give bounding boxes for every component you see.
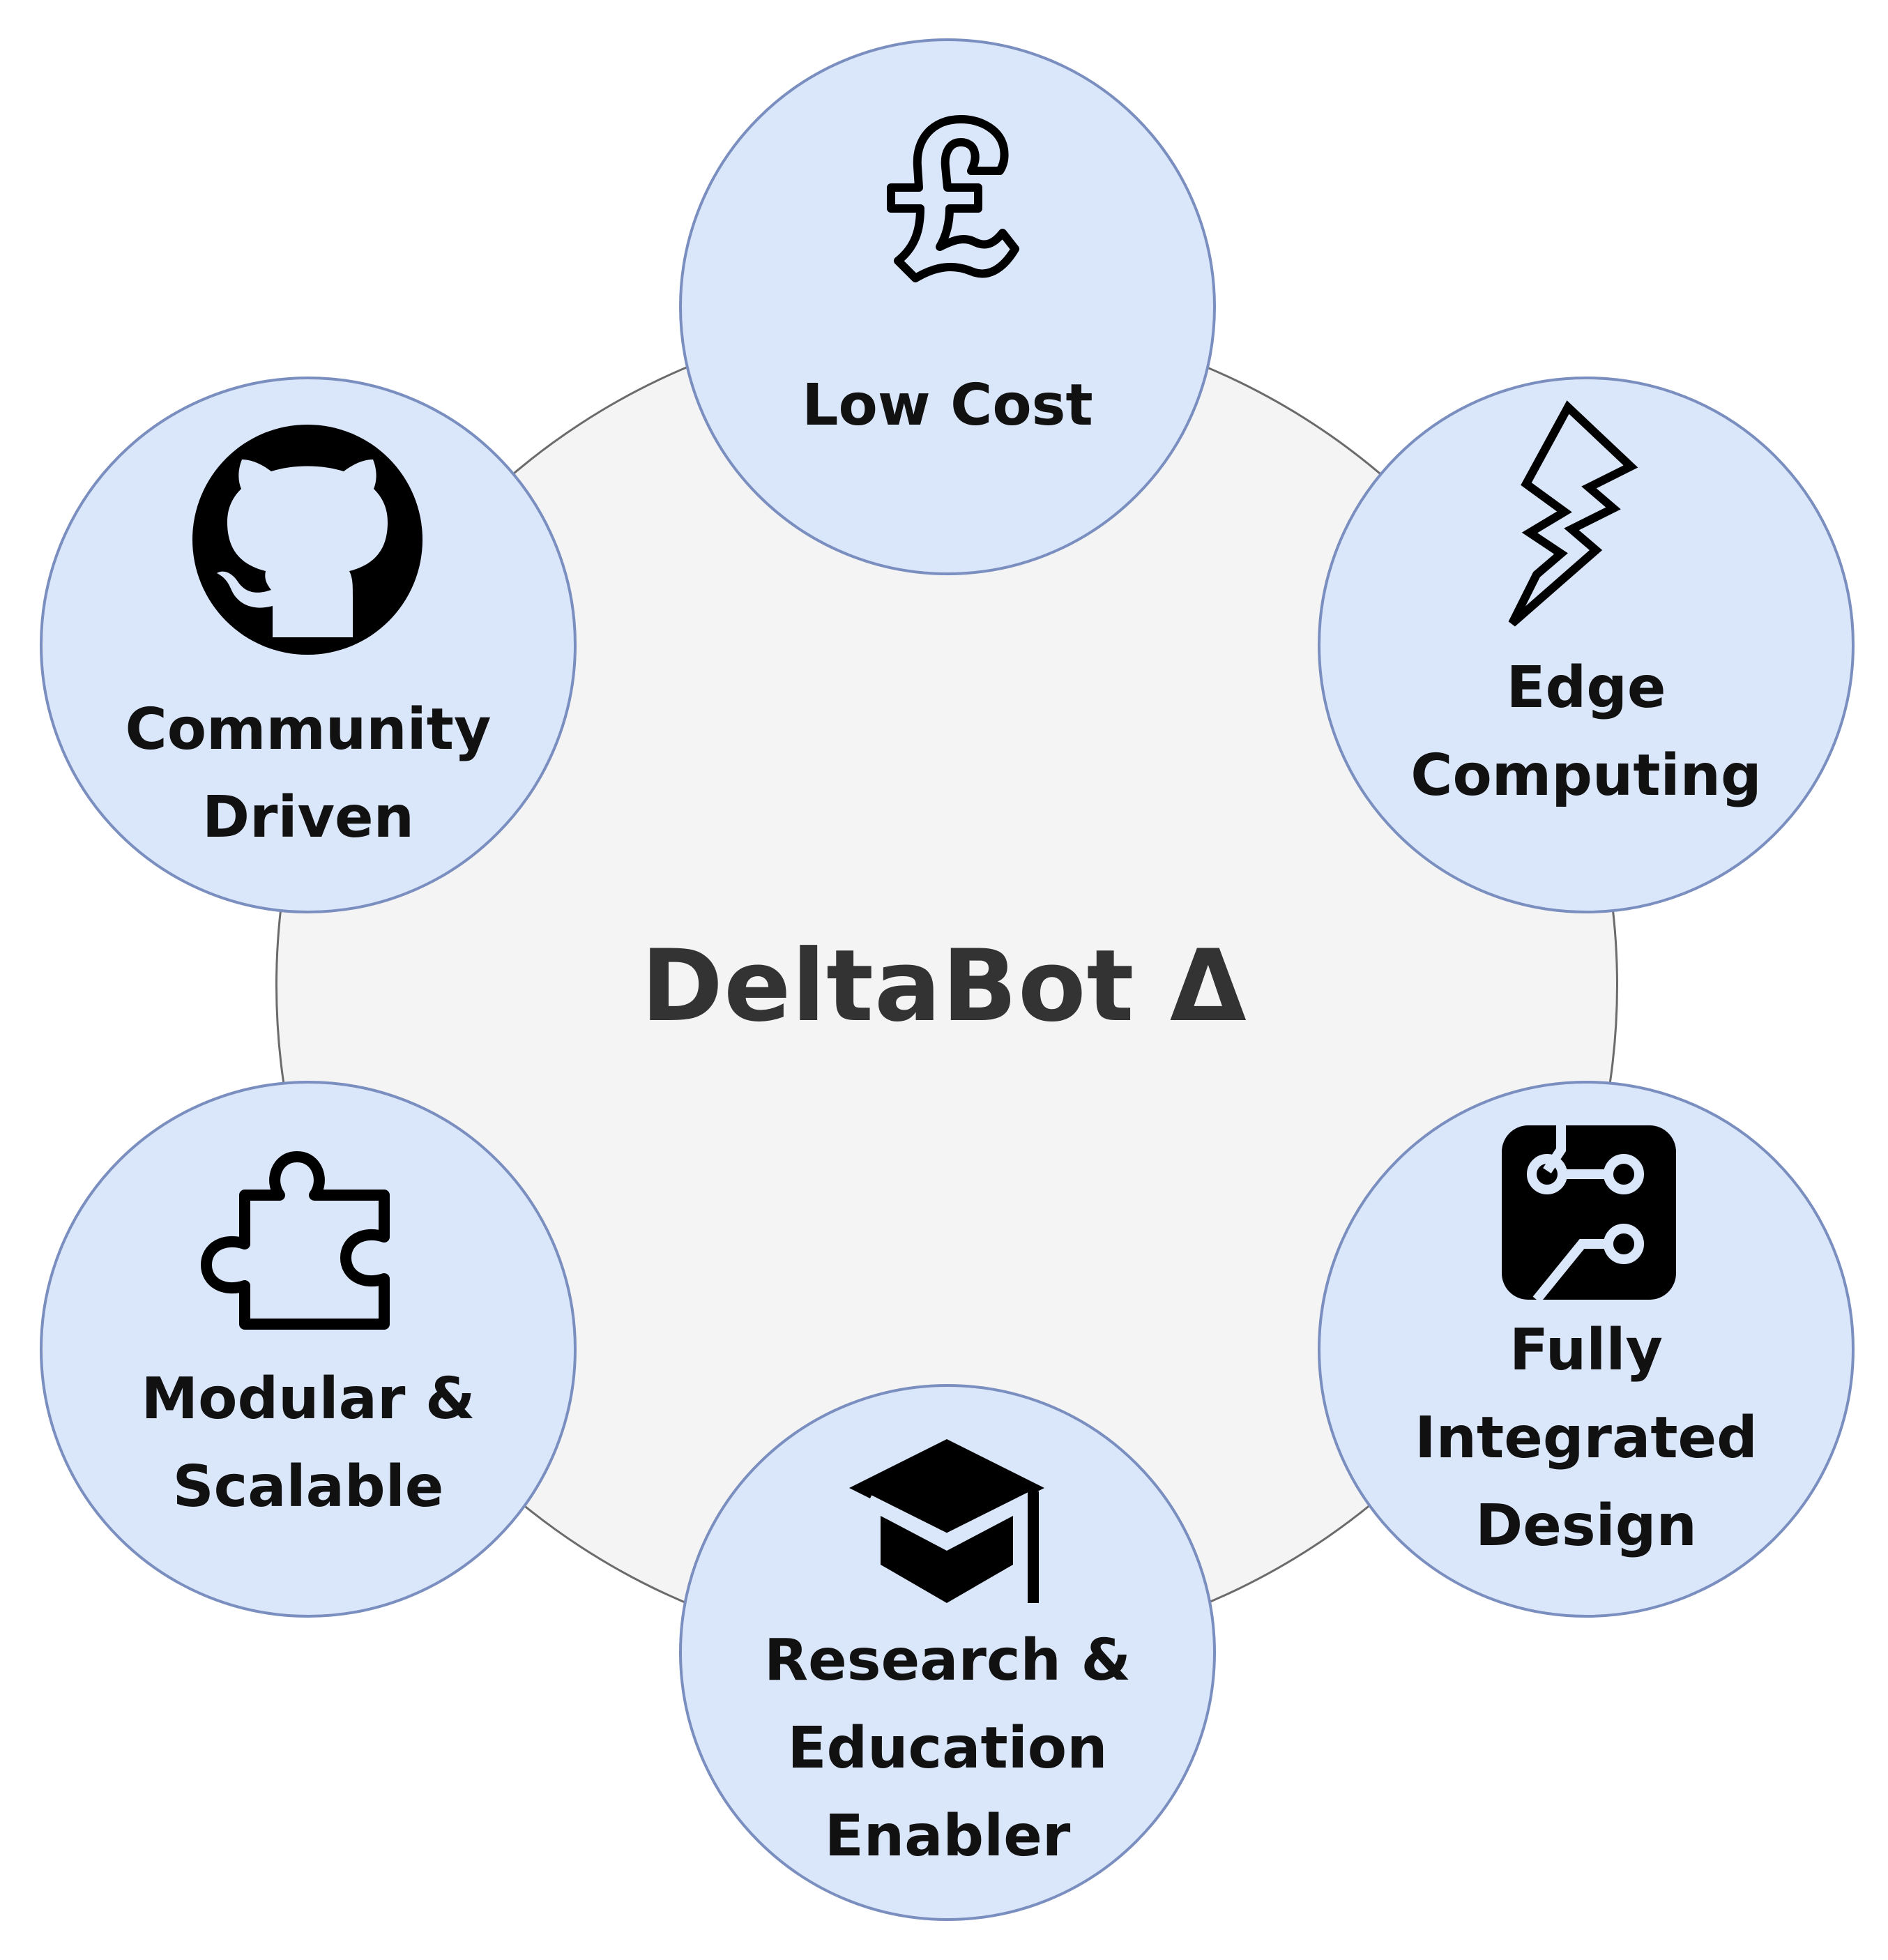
label-line: Scalable xyxy=(172,1454,444,1520)
node-label: Community Driven xyxy=(56,686,560,862)
lightning-icon xyxy=(1498,400,1680,630)
label-line: Education xyxy=(787,1715,1108,1782)
node-low-cost: Low Cost xyxy=(679,38,1216,575)
label-line: Computing xyxy=(1410,743,1762,809)
label-line: Community xyxy=(125,697,492,763)
node-edge-computing: Edge Computing xyxy=(1318,377,1855,913)
label-line: Research & xyxy=(764,1627,1131,1694)
label-line: Modular & xyxy=(141,1366,475,1432)
node-community-driven: Community Driven xyxy=(40,377,577,913)
github-icon xyxy=(189,421,426,658)
puzzle-piece-icon xyxy=(196,1146,405,1335)
node-label: Edge Computing xyxy=(1334,644,1838,820)
node-research-education-enabler: Research & Education Enabler xyxy=(679,1384,1216,1921)
node-label: Modular & Scalable xyxy=(56,1355,560,1531)
label-line: Edge xyxy=(1506,655,1666,721)
label-line: Enabler xyxy=(824,1803,1071,1869)
label-line: Design xyxy=(1475,1493,1697,1559)
node-label: Fully Integrated Design xyxy=(1334,1307,1838,1570)
pound-sterling-icon xyxy=(877,111,1023,285)
label-line: Driven xyxy=(201,784,415,851)
label-line: Fully xyxy=(1509,1317,1663,1383)
node-modular-scalable: Modular & Scalable xyxy=(40,1081,577,1618)
circuit-board-icon xyxy=(1498,1122,1680,1303)
node-label: Research & Education Enabler xyxy=(696,1617,1199,1881)
node-fully-integrated-design: Fully Integrated Design xyxy=(1318,1081,1855,1618)
label-line: Integrated xyxy=(1415,1405,1758,1471)
graduation-cap-icon xyxy=(842,1436,1051,1610)
node-label: Low Cost xyxy=(802,372,1093,439)
diagram-title: DeltaBot Δ xyxy=(641,929,1247,1044)
